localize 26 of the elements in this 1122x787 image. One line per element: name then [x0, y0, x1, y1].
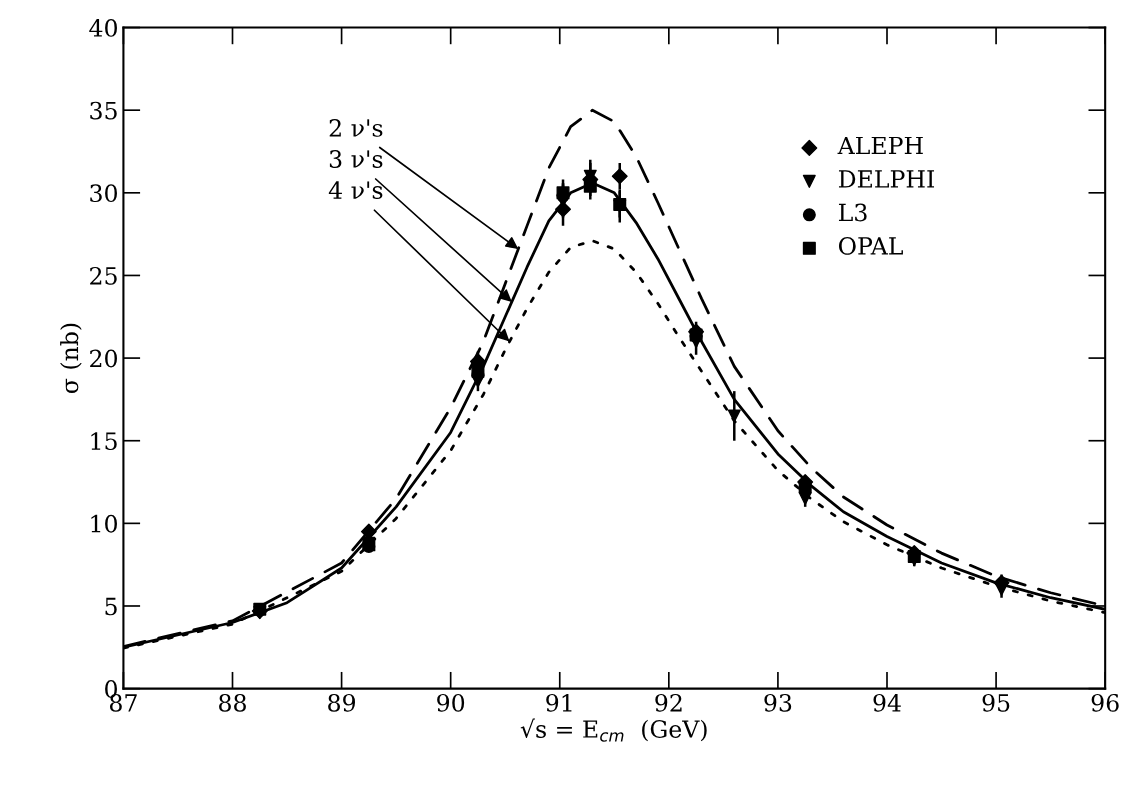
- annotation: 4 ν's: [328, 181, 383, 199]
- x-axis-title: √s = E$_{cm}$ (GeV): [520, 718, 707, 742]
- y-tick-label: 25: [90, 266, 117, 285]
- legend-label: L3: [838, 203, 867, 222]
- x-tick-label: 94: [873, 693, 901, 712]
- annotation: 3 ν's: [329, 150, 383, 168]
- x-tick-label: 95: [982, 693, 1010, 712]
- y-axis-title: σ (nb): [60, 323, 82, 394]
- y-tick-label: 30: [90, 184, 117, 203]
- annotation: 2 ν's: [329, 119, 383, 137]
- legend-label: ALEPH: [837, 136, 923, 155]
- x-tick-label: 88: [219, 693, 246, 712]
- y-tick-label: 15: [91, 432, 117, 451]
- x-tick-label: 90: [437, 693, 465, 712]
- y-tick-label: 20: [90, 349, 117, 368]
- x-tick-label: 96: [1091, 693, 1119, 712]
- legend-label: OPAL: [839, 237, 903, 255]
- x-tick-label: 91: [546, 693, 572, 712]
- x-tick-label: 93: [764, 693, 792, 712]
- x-tick-label: 92: [655, 693, 682, 712]
- legend-label: DELPHI: [838, 170, 935, 188]
- y-tick-label: 35: [90, 101, 117, 120]
- y-tick-label: 10: [91, 514, 117, 533]
- y-tick-label: 40: [89, 18, 117, 37]
- x-tick-label: 89: [328, 693, 356, 712]
- y-tick-label: 5: [105, 597, 117, 616]
